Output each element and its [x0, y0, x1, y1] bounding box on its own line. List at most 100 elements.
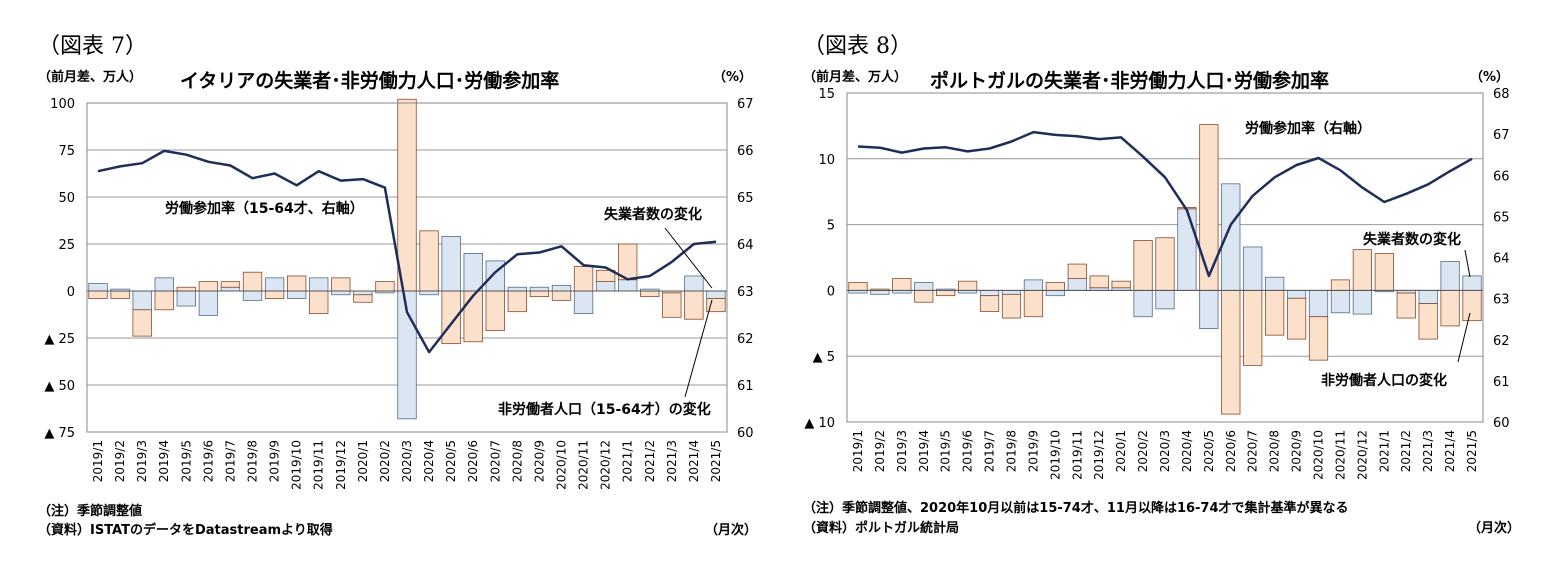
category-label: 2020/3 — [1158, 430, 1172, 472]
annotation-arrow — [684, 299, 713, 398]
inactive-bar — [1352, 249, 1372, 291]
inactive-bar — [331, 277, 351, 292]
figure-label: （図表 7） — [38, 34, 147, 59]
left-tick-label: 50 — [58, 191, 75, 206]
category-label: 2020/12 — [599, 440, 613, 490]
left-axis-unit: （前月差、万人） — [38, 70, 143, 85]
inactive-bar — [848, 282, 868, 291]
unemployed-bar — [331, 290, 351, 296]
category-label: 2020/9 — [532, 440, 546, 482]
category-label: 2020/12 — [1355, 430, 1369, 480]
annotation-inactive: 非労働者人口の変化 — [1321, 372, 1447, 389]
inactive-bar — [1308, 316, 1329, 361]
inactive-bar — [1023, 289, 1044, 318]
left-tick-label: 100 — [50, 97, 75, 112]
left-tick-label: 0 — [827, 284, 835, 299]
category-label: 2019/8 — [1004, 430, 1018, 472]
unemployed-bar — [463, 252, 483, 292]
inactive-bar — [198, 281, 219, 292]
category-label: 2020/8 — [510, 440, 524, 482]
left-tick-label: 10 — [818, 153, 835, 168]
category-label: 2019/8 — [246, 440, 260, 482]
inactive-bar — [375, 281, 395, 292]
category-label: 2021/5 — [1465, 430, 1479, 472]
unemployed-bar — [1418, 289, 1438, 304]
chart-title: イタリアの失業者･非労働力人口･労働参加率 — [180, 70, 560, 92]
chart-note: （注）季節調整値、2020年10月以前は15-74才、11月以降は16-74才で… — [803, 501, 1349, 516]
category-label: 2019/10 — [1048, 430, 1062, 480]
unemployed-bar — [1023, 279, 1044, 291]
unemployed-bar — [176, 290, 196, 307]
inactive-bar — [1155, 237, 1175, 291]
category-label: 2020/5 — [444, 440, 458, 482]
unemployed-bar — [684, 275, 704, 292]
category-label: 2019/9 — [268, 440, 282, 482]
left-tick-label: ▲ 75 — [44, 426, 75, 441]
inactive-bar — [979, 295, 1000, 312]
category-label: 2021/5 — [709, 440, 723, 482]
category-label: 2021/1 — [621, 440, 635, 482]
right-tick-label: 63 — [737, 285, 754, 300]
annotation-inactive: 非労働者人口（15-64才）の変化 — [498, 401, 711, 418]
inactive-bar — [1089, 275, 1109, 289]
inactive-bar — [286, 275, 307, 292]
annotation-unemployed: 失業者数の変化 — [1363, 231, 1461, 248]
left-tick-label: 15 — [818, 87, 835, 102]
unemployed-bar — [870, 289, 890, 295]
inactive-bar — [353, 294, 373, 303]
inactive-bar — [1045, 282, 1065, 291]
category-label: 2021/3 — [665, 440, 679, 482]
right-tick-label: 65 — [1493, 210, 1510, 225]
inactive-bar — [958, 280, 978, 291]
annotation-arrow — [1457, 312, 1471, 363]
unemployed-bar — [1177, 208, 1197, 291]
unemployed-bar — [353, 290, 373, 296]
unemployed-bar — [154, 277, 174, 292]
category-label: 2020/6 — [466, 440, 480, 482]
category-label: 2020/11 — [1333, 430, 1347, 480]
inactive-bar — [1265, 289, 1285, 336]
category-label: 2019/12 — [334, 440, 348, 490]
inactive-bar — [1243, 289, 1263, 366]
inactive-bar — [1418, 303, 1438, 340]
unemployed-bar — [198, 290, 219, 316]
inactive-bar — [595, 269, 616, 283]
category-label: 2019/5 — [939, 430, 953, 472]
left-tick-label: ▲ 25 — [44, 332, 75, 347]
category-label: 2019/11 — [1070, 430, 1084, 480]
chart-note: （注）季節調整値 — [38, 504, 143, 519]
right-tick-label: 66 — [1493, 169, 1510, 184]
right-tick-label: 67 — [737, 97, 754, 112]
unemployed-bar — [1286, 289, 1307, 299]
unemployed-bar — [1462, 275, 1482, 291]
category-label: 2021/2 — [1399, 430, 1413, 472]
category-label: 2019/1 — [91, 440, 105, 482]
unemployed-bar — [573, 290, 594, 314]
left-tick-label: 5 — [827, 219, 835, 234]
unemployed-bar — [220, 286, 241, 292]
inactive-bar — [640, 290, 660, 298]
category-label: 2019/1 — [851, 430, 865, 472]
right-axis-unit: （%） — [713, 70, 753, 85]
inactive-bar — [529, 290, 550, 298]
unemployed-bar — [441, 236, 461, 292]
inactive-bar — [1067, 263, 1087, 279]
unemployed-bar — [507, 286, 528, 292]
category-label: 2020/1 — [356, 440, 370, 482]
category-label: 2019/4 — [917, 430, 931, 472]
unemployed-bar — [242, 290, 263, 301]
unemployed-bar — [618, 279, 638, 292]
category-label: 2020/3 — [400, 440, 414, 482]
category-label: 2021/3 — [1421, 430, 1435, 472]
inactive-bar — [264, 290, 285, 299]
unemployed-bar — [1265, 276, 1285, 291]
inactive-bar — [419, 230, 439, 292]
chart-source: （資料）ISTATのデータをDatastreamより取得 — [38, 523, 333, 538]
left-tick-label: 75 — [58, 144, 75, 159]
unemployed-bar — [1133, 289, 1153, 318]
inactive-bar — [242, 271, 263, 292]
category-label: 2019/2 — [113, 440, 127, 482]
unemployed-bar — [1440, 261, 1460, 291]
participation-rate-line — [857, 130, 1473, 278]
inactive-bar — [1330, 279, 1351, 291]
